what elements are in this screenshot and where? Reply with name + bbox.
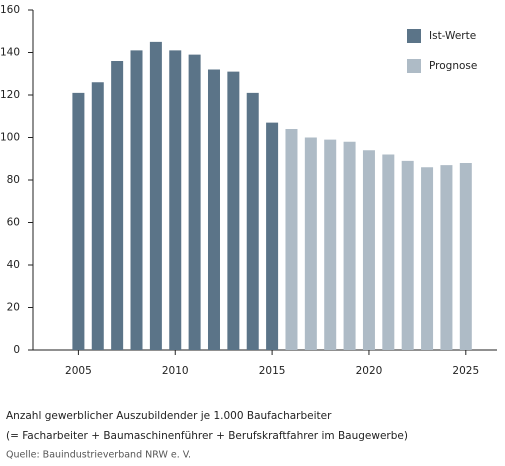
x-tick-label: 2015 — [259, 365, 286, 377]
bar — [324, 139, 337, 350]
bar — [440, 165, 453, 350]
legend-label: Ist-Werte — [429, 30, 476, 42]
source: Quelle: Bauindustrieverband NRW e. V. — [6, 450, 191, 461]
y-tick-label: 120 — [0, 89, 20, 101]
y-tick-label: 20 — [7, 302, 20, 314]
legend-swatch — [407, 29, 421, 43]
bar — [169, 50, 182, 350]
legend-swatch — [407, 59, 421, 73]
y-tick-label: 160 — [0, 4, 20, 16]
bar — [227, 71, 240, 350]
bar — [459, 163, 472, 350]
y-tick-label: 80 — [7, 174, 20, 186]
bar — [72, 92, 85, 350]
legend-label: Prognose — [429, 60, 477, 72]
y-tick-label: 100 — [0, 132, 20, 144]
x-tick-label: 2005 — [65, 365, 92, 377]
caption: Anzahl gewerblicher Auszubildender je 1.… — [6, 410, 332, 422]
bar — [421, 167, 434, 350]
y-tick-label: 140 — [0, 47, 20, 59]
bar — [304, 137, 317, 350]
bar — [362, 150, 375, 350]
bar — [266, 122, 279, 350]
bar — [246, 92, 259, 350]
x-tick-label: 2025 — [452, 365, 479, 377]
bar — [91, 82, 104, 350]
bar — [130, 50, 143, 350]
bar — [188, 54, 201, 350]
y-tick-label: 40 — [7, 259, 20, 271]
x-tick-label: 2020 — [356, 365, 383, 377]
bar — [401, 160, 414, 350]
bar — [111, 61, 124, 350]
bar — [382, 154, 395, 350]
bar — [343, 141, 356, 350]
bar — [285, 129, 298, 350]
bar — [207, 69, 220, 350]
y-tick-label: 0 — [13, 344, 20, 356]
caption: (= Facharbeiter + Baumaschinenführer + B… — [6, 430, 408, 442]
y-tick-label: 60 — [7, 217, 20, 229]
bar — [149, 41, 162, 350]
x-tick-label: 2010 — [162, 365, 189, 377]
